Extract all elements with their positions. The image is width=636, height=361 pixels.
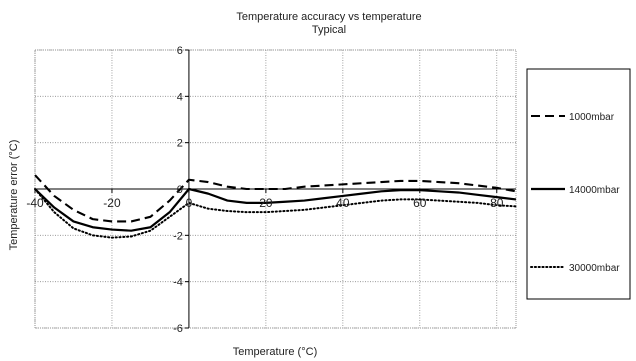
y-axis-label: Temperature error (°C) — [8, 140, 20, 251]
chart-title-group: Temperature accuracy vs temperature Typi… — [236, 11, 421, 36]
x-tick-label: -20 — [103, 196, 121, 210]
y-tick-label: -6 — [173, 323, 183, 335]
legend-label-30000mbar: 30000mbar — [569, 263, 620, 274]
y-tick-label: 0 — [177, 184, 183, 196]
legend-label-1000mbar: 1000mbar — [569, 112, 615, 123]
y-tick-label: 4 — [177, 91, 183, 103]
y-tick-label: -2 — [173, 230, 183, 242]
y-tick-label: 6 — [177, 45, 183, 57]
x-tick-label: 0 — [186, 196, 193, 210]
series-line-30000mbar — [34, 188, 517, 239]
x-tick-label: 80 — [490, 196, 504, 210]
series-line-14000mbar — [34, 187, 517, 232]
series-layer — [34, 174, 517, 239]
x-tick-label: 20 — [259, 196, 273, 210]
series-line-1000mbar — [34, 174, 517, 223]
x-axis-label: Temperature (°C) — [233, 346, 317, 358]
chart-title: Temperature accuracy vs temperature — [236, 11, 421, 23]
x-tick-label: -40 — [26, 196, 44, 210]
x-tick-label: 60 — [413, 196, 427, 210]
legend: 1000mbar 14000mbar 30000mbar — [526, 68, 631, 300]
chart-subtitle: Typical — [312, 24, 346, 36]
legend-label-14000mbar: 14000mbar — [569, 185, 620, 196]
y-tick-label: -4 — [173, 277, 183, 289]
legend-frame — [526, 68, 631, 300]
y-tick-label: 2 — [177, 138, 183, 150]
x-tick-label: 40 — [336, 196, 350, 210]
